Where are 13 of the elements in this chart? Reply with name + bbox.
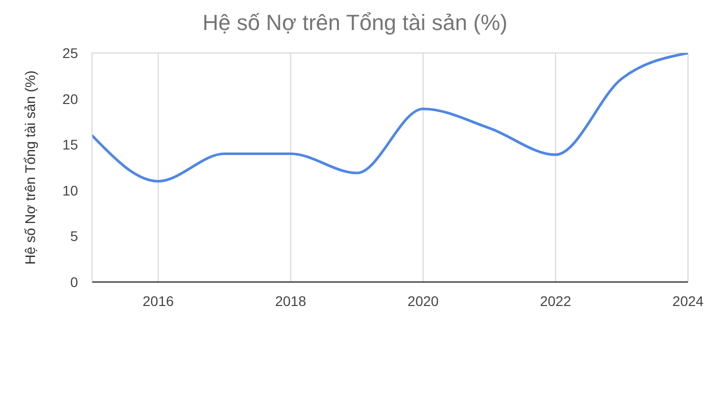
y-tick-label: 20 (62, 90, 78, 107)
y-tick-label: 5 (70, 228, 78, 244)
x-tick-label: 2020 (408, 292, 439, 309)
x-tick-label: 2016 (142, 292, 174, 309)
y-tick-label: 25 (62, 44, 78, 61)
y-tick-label: 15 (62, 136, 78, 153)
x-tick-label: 2024 (672, 292, 704, 309)
x-tick-label: 2018 (275, 292, 306, 309)
chart-title: Hệ số Nợ trên Tổng tài sản (%) (201, 10, 509, 36)
y-tick-label: 0 (70, 274, 78, 290)
y-tick-label: 10 (62, 182, 78, 198)
x-tick-label: 2022 (540, 292, 572, 309)
y-axis-title: Hệ số Nợ trên Tổng tài sản (%) (22, 70, 38, 265)
